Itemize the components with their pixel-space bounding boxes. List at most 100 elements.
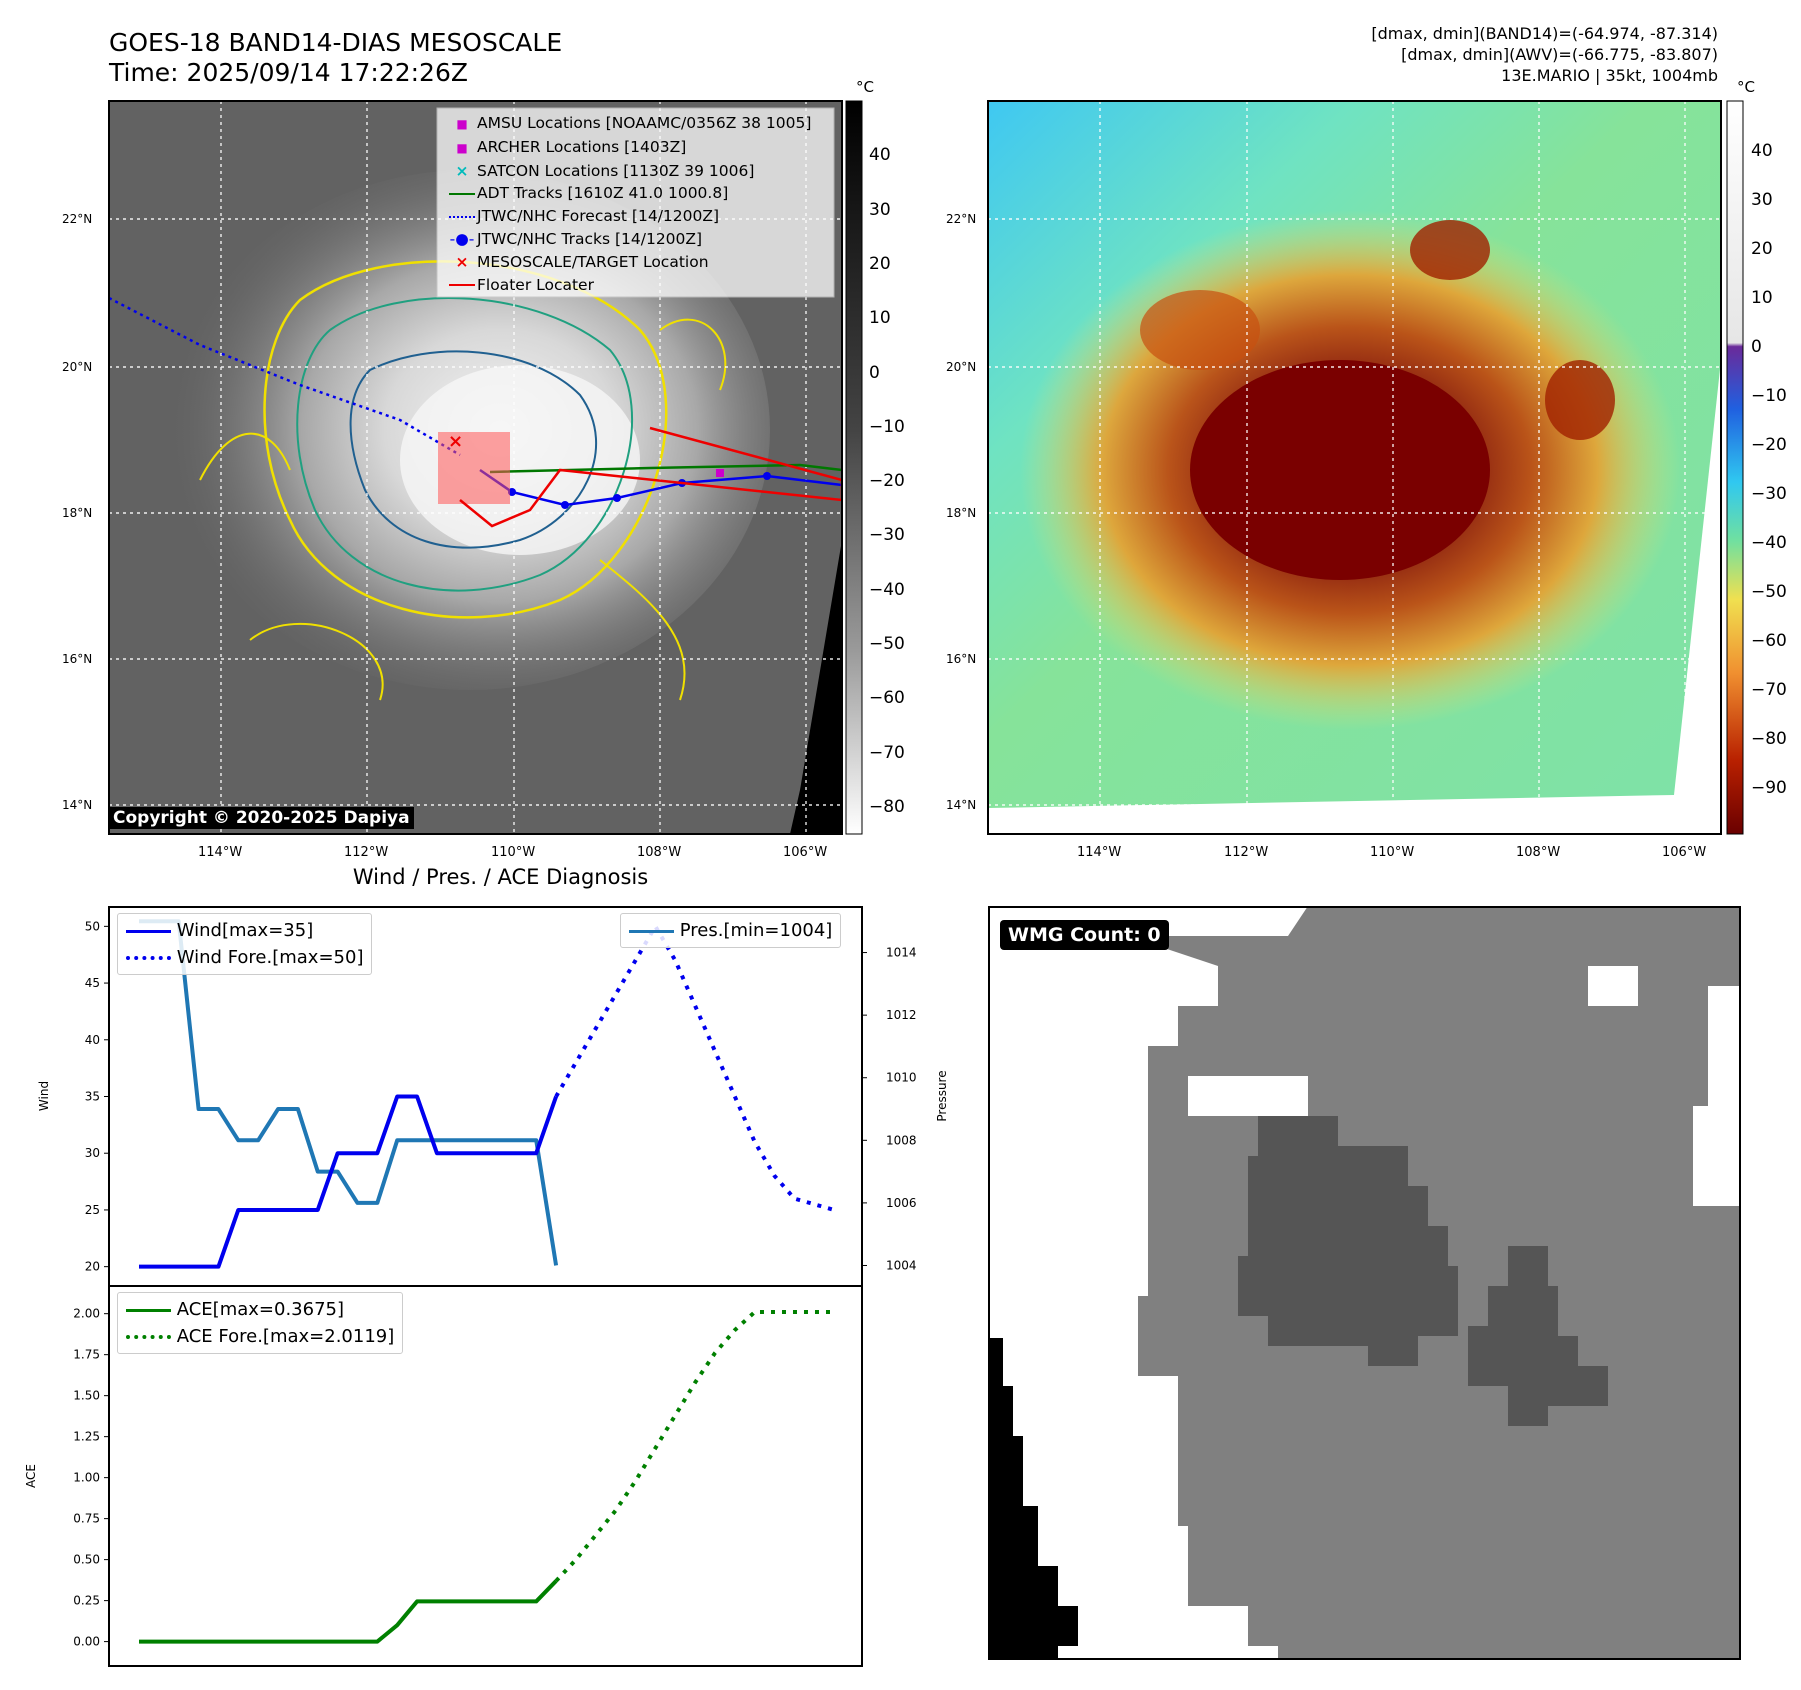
wind-tick-label: 45	[85, 976, 100, 990]
jtwc-forecast-track	[109, 296, 461, 457]
storm-core	[1190, 360, 1490, 580]
wind-pressure-series	[139, 919, 835, 1269]
ace-tick-label: 0.00	[73, 1635, 100, 1649]
right-lat-label-14: 14°N	[946, 798, 977, 812]
right-cbar-tick: −50	[1751, 582, 1787, 602]
left-colorbar-unit: °C	[856, 78, 874, 96]
legend-item-wind: Wind[max=35]	[126, 917, 363, 944]
right-lon-label-114: 114°W	[1077, 845, 1122, 860]
pressure-tick-label: 1008	[886, 1133, 917, 1147]
info-storm-summary: 13E.MARIO | 35kt, 1004mb	[1501, 66, 1718, 85]
left-colorbar	[845, 100, 863, 835]
legend-entries: ■ AMSU Locations [NOAAMC/0356Z 38 1005] ■…	[447, 112, 837, 296]
right-colorbar	[1726, 100, 1744, 835]
mesoscale-target-marker: ×	[448, 431, 463, 452]
right-cbar-tick: 10	[1751, 288, 1773, 308]
left-lat-label-22: 22°N	[62, 212, 93, 226]
ace-tick-label: 2.00	[73, 1307, 100, 1321]
wmg-count-badge: WMG Count: 0	[1000, 920, 1169, 950]
left-cbar-tick: −20	[869, 471, 905, 491]
right-lat-label-16: 16°N	[946, 652, 977, 666]
pressure-legend: Pres.[min=1004]	[620, 913, 842, 948]
left-lon-label-110: 110°W	[491, 845, 536, 860]
wind-axis-ticks: 20 25 30 35 40 45 50	[85, 919, 109, 1274]
right-cbar-tick: 40	[1751, 141, 1773, 161]
ace-legend: ACE[max=0.3675] ACE Fore.[max=2.0119]	[117, 1292, 404, 1354]
ace-line	[139, 1579, 558, 1644]
legend-item-floater: Floater Locater	[447, 274, 837, 297]
left-lat-label-18: 18°N	[62, 506, 93, 520]
figure-title-line1: GOES-18 BAND14-DIAS MESOSCALE	[109, 28, 563, 57]
left-cbar-tick: 40	[869, 145, 891, 165]
ace-tick-label: 1.50	[73, 1389, 100, 1403]
left-cbar-tick: −70	[869, 743, 905, 763]
right-cbar-tick: −30	[1751, 484, 1787, 504]
right-lon-label-112: 112°W	[1224, 845, 1269, 860]
wind-tick-label: 50	[85, 919, 100, 933]
right-lat-label-18: 18°N	[946, 506, 977, 520]
ace-tick-label: 0.50	[73, 1553, 100, 1567]
legend-item-jtwc-forecast: JTWC/NHC Forecast [14/1200Z]	[447, 205, 837, 228]
wind-legend: Wind[max=35] Wind Fore.[max=50]	[117, 913, 373, 975]
left-lon-label-108: 108°W	[637, 845, 682, 860]
diagnosis-title: Wind / Pres. / ACE Diagnosis	[352, 865, 649, 889]
ace-axis-label: ACE	[24, 1464, 38, 1488]
left-map-legend	[436, 107, 835, 298]
left-cbar-tick: 20	[869, 254, 891, 274]
wmg-dark-region-b	[1468, 1246, 1608, 1426]
pressure-tick-label: 1012	[886, 1008, 917, 1022]
legend-item-ace: ACE[max=0.3675]	[126, 1296, 394, 1323]
ace-tick-label: 1.00	[73, 1471, 100, 1485]
left-cbar-tick: −30	[869, 525, 905, 545]
wind-tick-label: 25	[85, 1203, 100, 1217]
right-cbar-tick: 30	[1751, 190, 1773, 210]
left-cbar-tick: −60	[869, 688, 905, 708]
info-band14-range: [dmax, dmin](BAND14)=(-64.974, -87.314)	[1371, 24, 1718, 43]
ace-axis-ticks: 0.00 0.25 0.50 0.75 1.00 1.25 1.50 1.75 2.00	[73, 1307, 109, 1649]
ace-tick-label: 1.75	[73, 1348, 100, 1362]
wind-line	[139, 1094, 558, 1269]
right-lon-label-110: 110°W	[1370, 845, 1415, 860]
right-lat-label-22: 22°N	[946, 212, 977, 226]
left-lat-label-16: 16°N	[62, 652, 93, 666]
wind-tick-label: 30	[85, 1146, 100, 1160]
ace-forecast-line	[554, 1310, 835, 1583]
left-lon-label-106: 106°W	[783, 845, 828, 860]
left-lon-label-114: 114°W	[198, 845, 243, 860]
contour-blue	[349, 350, 598, 549]
legend-item-adt: ADT Tracks [1610Z 41.0 1000.8]	[447, 182, 837, 205]
pressure-axis-ticks: 1004 1006 1008 1010 1012 1014	[862, 946, 917, 1272]
left-cbar-tick: −10	[869, 417, 905, 437]
right-cbar-tick: −10	[1751, 386, 1787, 406]
legend-item-amsu: ■ AMSU Locations [NOAAMC/0356Z 38 1005]	[456, 114, 812, 132]
wind-tick-label: 35	[85, 1090, 100, 1104]
right-map	[987, 100, 1744, 835]
legend-item-satcon: × SATCON Locations [1130Z 39 1006]	[455, 161, 755, 180]
right-cbar-tick: 0	[1751, 337, 1762, 357]
figure-title-line2: Time: 2025/09/14 17:22:26Z	[109, 58, 468, 87]
left-cbar-tick: 30	[869, 200, 891, 220]
wmg-dark-region-a	[1238, 1116, 1458, 1366]
legend-item-pressure: Pres.[min=1004]	[629, 917, 832, 944]
ace-tick-label: 1.25	[73, 1430, 100, 1444]
wmg-black-region	[988, 1338, 1078, 1660]
legend-item-wind-forecast: Wind Fore.[max=50]	[126, 944, 363, 971]
pressure-tick-label: 1004	[886, 1258, 917, 1272]
right-cbar-tick: 20	[1751, 239, 1773, 259]
right-map-gridlines	[988, 101, 1721, 834]
left-cbar-tick: −80	[869, 797, 905, 817]
legend-item-archer: ■ ARCHER Locations [1403Z]	[456, 137, 687, 156]
info-awv-range: [dmax, dmin](AWV)=(-66.775, -83.807)	[1401, 45, 1718, 64]
pressure-tick-label: 1014	[886, 946, 917, 960]
right-cbar-tick: −20	[1751, 435, 1787, 455]
wind-tick-label: 20	[85, 1260, 100, 1274]
floater-locater	[459, 426, 842, 528]
ace-tick-label: 0.25	[73, 1594, 100, 1608]
left-lat-label-14: 14°N	[62, 798, 93, 812]
pressure-axis-label: Pressure	[935, 1070, 949, 1121]
left-cbar-tick: 0	[869, 363, 880, 383]
left-cbar-tick: 10	[869, 308, 891, 328]
left-cbar-tick: −50	[869, 634, 905, 654]
amsu-marker	[716, 469, 724, 477]
legend-item-jtwc-tracks: -●- JTWC/NHC Tracks [14/1200Z]	[449, 229, 703, 248]
